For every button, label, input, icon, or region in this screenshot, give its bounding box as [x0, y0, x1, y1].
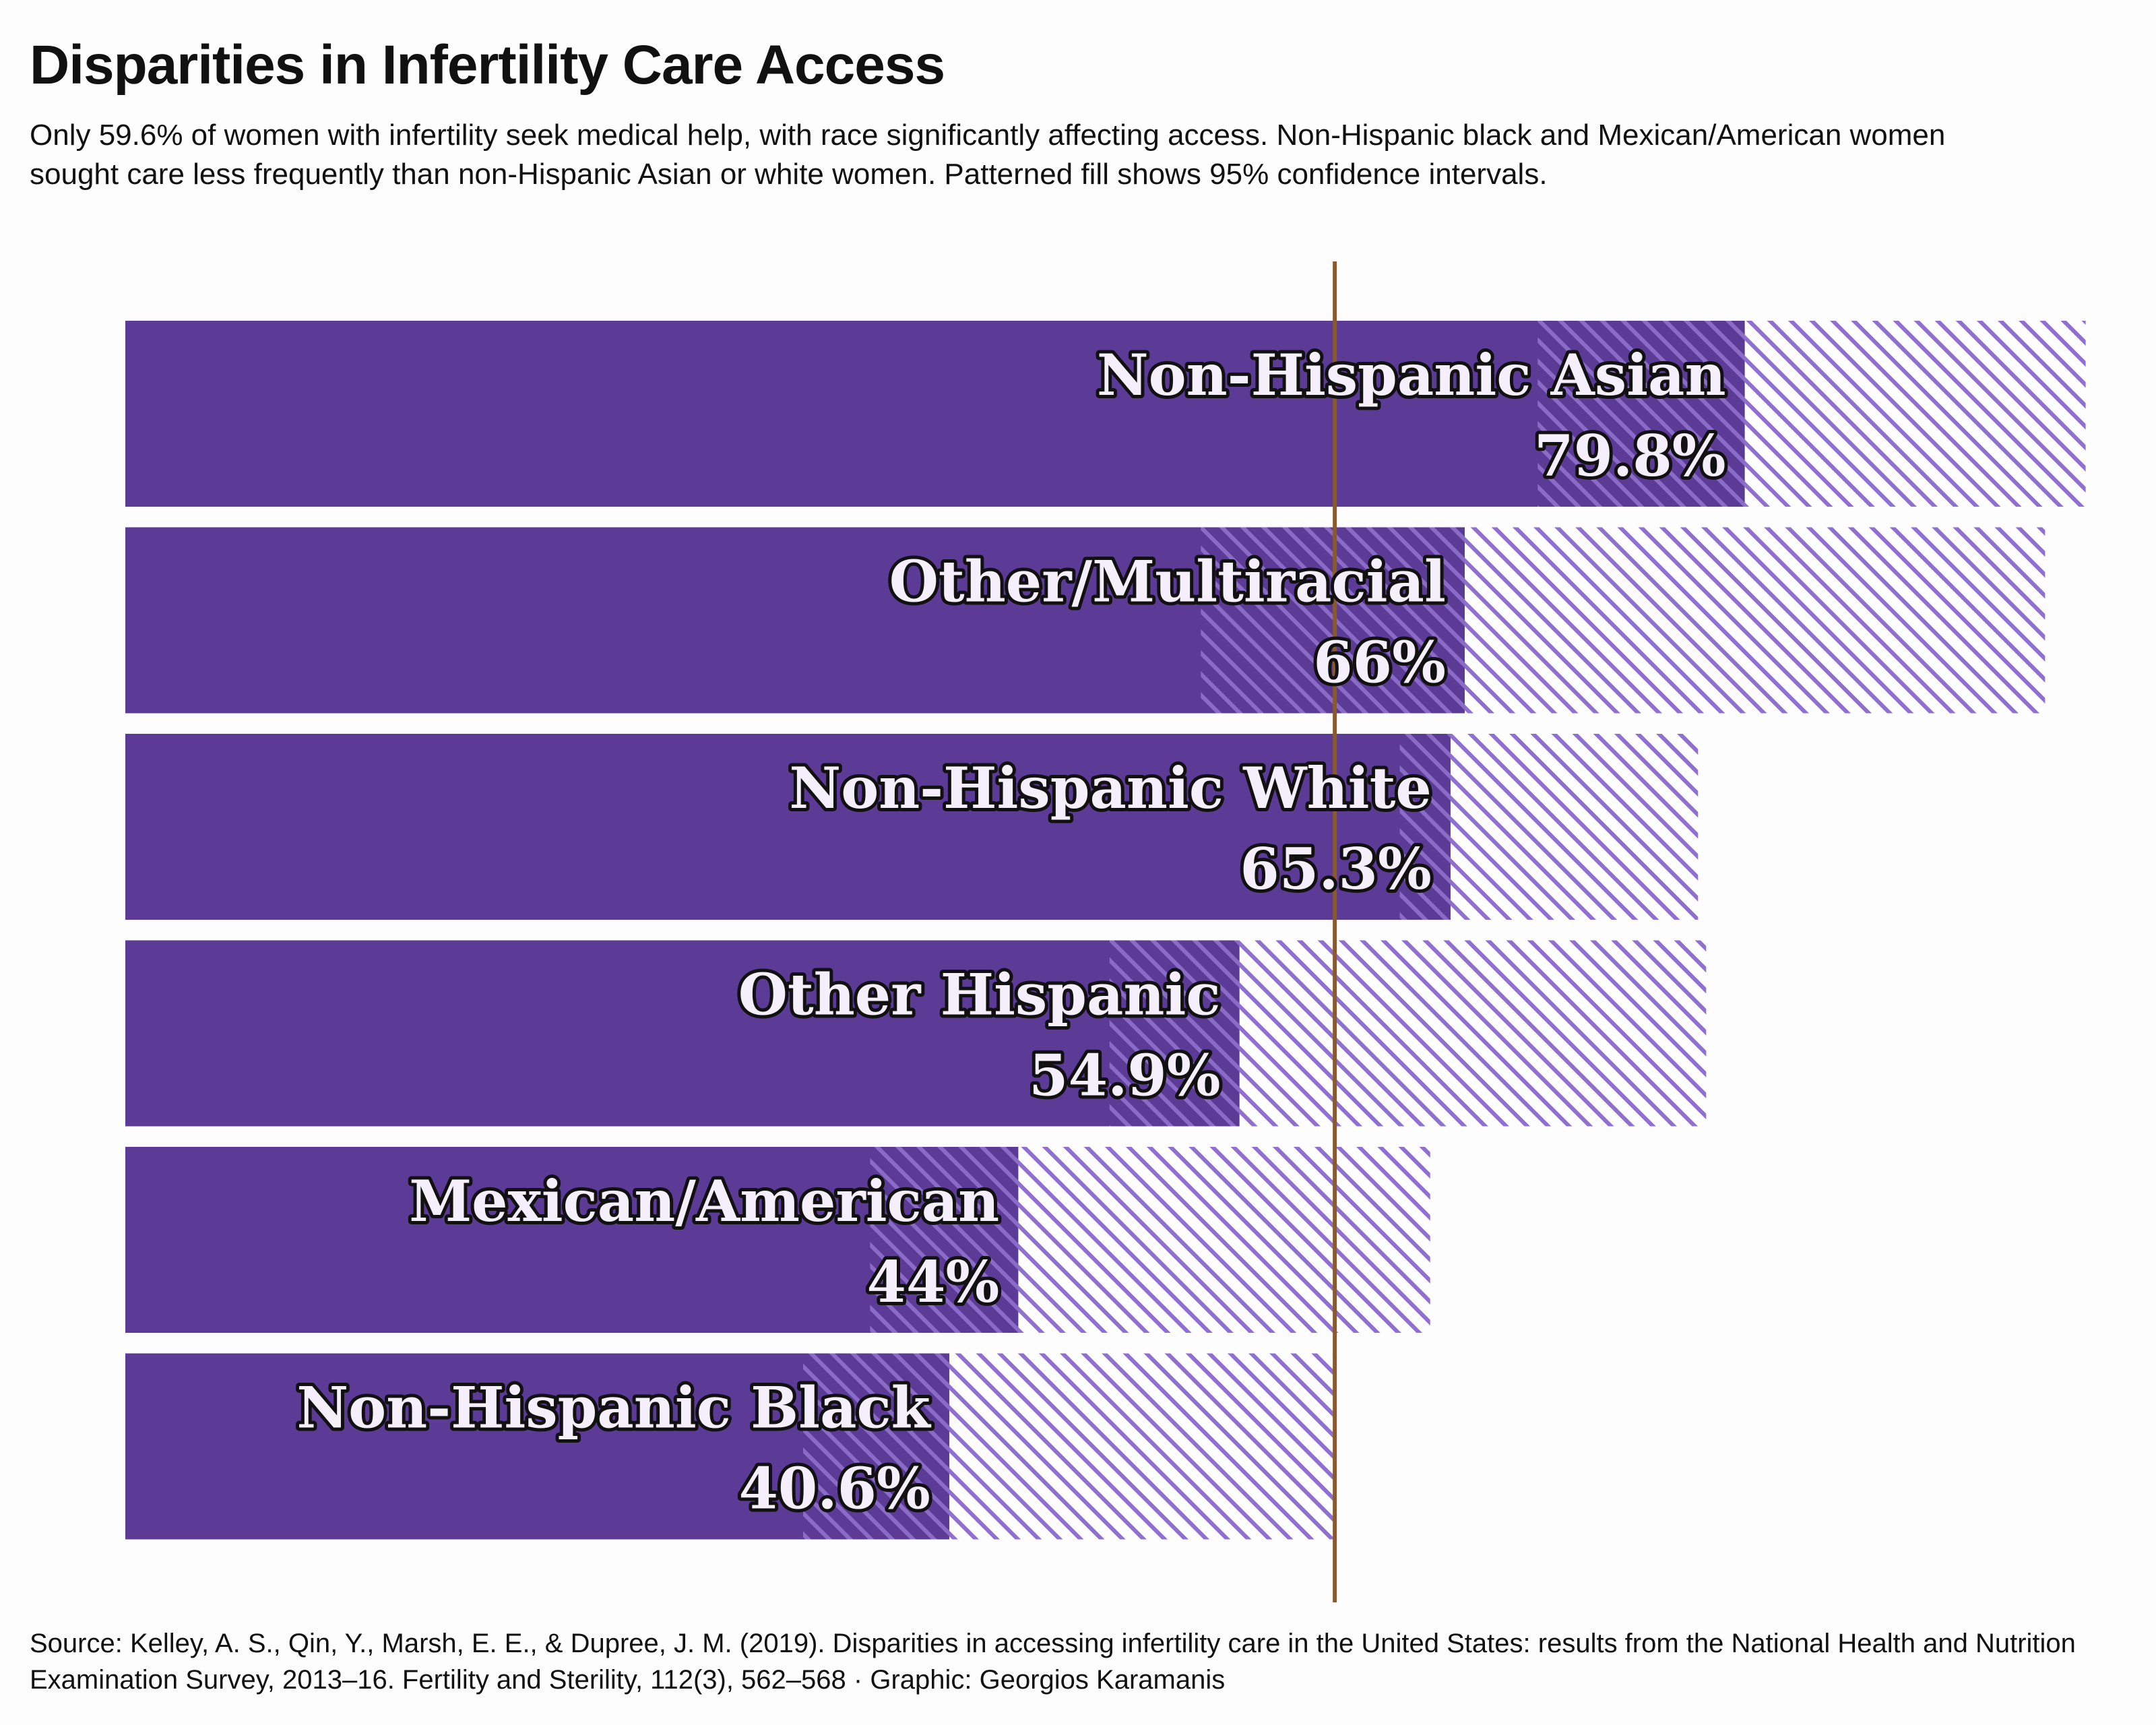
bar-value-label: 79.8%: [1534, 422, 1725, 489]
ci-lower-rect: [803, 1353, 949, 1540]
bar-category-label: Non-Hispanic Black: [296, 1375, 931, 1441]
ci-upper-rect: [1018, 1147, 1430, 1333]
bar: [125, 1147, 1019, 1333]
ci-upper-rect: [1450, 734, 1699, 920]
bar-value-label: 65.3%: [1240, 836, 1431, 902]
ci-upper-rect: [1239, 940, 1707, 1127]
bar: [125, 940, 1240, 1127]
ci-upper-rect: [1464, 527, 2046, 714]
chart-subtitle: Only 59.6% of women with infertility see…: [30, 119, 1946, 191]
bar-value-label: 40.6%: [738, 1455, 930, 1522]
bar-value-label: 44%: [867, 1249, 1000, 1315]
bar-category-label: Mexican/American: [409, 1168, 999, 1234]
bar-value-label: 66%: [1313, 629, 1446, 696]
bar-category-label: Non-Hispanic White: [789, 755, 1431, 821]
bar: [125, 321, 1745, 507]
ci-lower-rect: [870, 1147, 1019, 1333]
ci-lower-rect: [1109, 940, 1240, 1127]
chart-title: Disparities in Infertility Care Access: [30, 34, 945, 96]
ci-upper-rect: [949, 1353, 1335, 1540]
bar-chart: Non-Hispanic Asian 79.8% Other/Multiracial…: [125, 261, 2086, 1602]
ci-lower-rect: [1201, 527, 1465, 714]
ci-upper-rect: [1744, 321, 2086, 507]
bar-category-label: Non-Hispanic Asian: [1097, 342, 1726, 408]
ci-lower-rect: [1537, 321, 1745, 507]
source-caption: Source: Kelley, A. S., Qin, Y., Marsh, E…: [30, 1629, 2076, 1695]
bar-category-label: Other Hispanic: [738, 962, 1221, 1028]
bars-layer: [125, 321, 2086, 1540]
ci-lower-rect: [1399, 734, 1451, 920]
bar-value-label: 54.9%: [1029, 1042, 1220, 1109]
bar-category-label: Other/Multiracial: [889, 548, 1446, 615]
labels-layer: Non-Hispanic Asian 79.8% Other/Multiracial…: [293, 338, 1729, 1526]
bar: [125, 734, 1451, 920]
